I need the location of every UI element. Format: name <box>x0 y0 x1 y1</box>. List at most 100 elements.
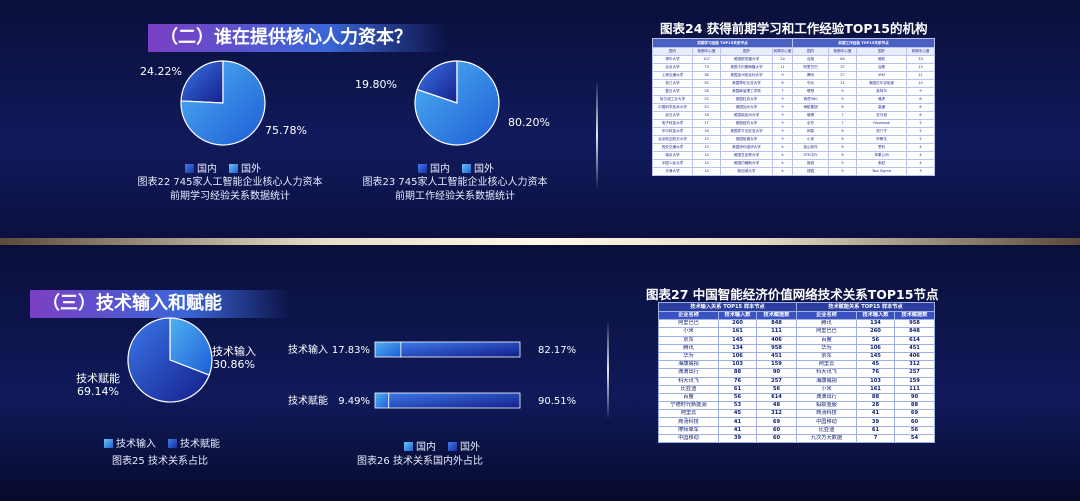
table-cell: 清华大学 <box>652 55 693 64</box>
table-row: 京东 145 406 百度 56 614 <box>658 335 935 345</box>
table-cell: 美国杜克大学 <box>720 95 773 104</box>
table-cell: 5 <box>828 159 858 168</box>
swatch-domestic <box>404 442 413 451</box>
table-cell: 京东 <box>796 351 857 362</box>
pie25-slice-enable <box>127 317 210 403</box>
table-cell: 哈尔滨工业大学 <box>652 95 693 104</box>
table-cell: 37 <box>828 63 858 72</box>
table-cell: 8 <box>906 95 936 104</box>
table-cell: 4 <box>771 143 794 152</box>
table-cell: 8 <box>828 103 858 112</box>
table-row: 阿里云 45 312 商汤科技 41 69 <box>658 409 935 419</box>
caption-23-line1: 图表23 745家人工智能企业核心人力资本 <box>362 177 548 188</box>
table-cell: 56 <box>756 384 797 394</box>
table-cell: 9 <box>828 87 858 96</box>
table-cell: 摩拜单车 <box>658 425 719 435</box>
table-cell: 41 <box>718 417 757 427</box>
table27-column-header: 企业名称 <box>658 310 719 321</box>
table-cell: 958 <box>894 319 935 329</box>
section-title-human-capital: （二）谁在提供核心人力资本？ <box>148 24 448 52</box>
table-cell: 15 <box>692 143 721 152</box>
pie-chart-22 <box>180 60 266 146</box>
bar26-bar-domestic <box>374 392 390 409</box>
table-cell: 60 <box>894 417 935 427</box>
table-cell: 16 <box>692 127 721 136</box>
table-cell: 45 <box>718 409 757 419</box>
legend-label-domestic: 国内 <box>197 164 217 175</box>
table-cell: 美国卡内基梅隆大学 <box>720 63 773 72</box>
table-cell: 14 <box>692 159 721 168</box>
table-row: 天津大学 14 新加坡大学 4 搜狐 5 Two Sigma 3 <box>652 167 936 176</box>
table27-column-header: 技术输入数 <box>856 310 895 321</box>
swatch-foreign <box>229 164 238 173</box>
pie25-label-input: 技术输入 30.86% <box>212 345 256 371</box>
table-cell: 中国移动 <box>658 433 719 444</box>
table-cell: 64 <box>828 55 858 64</box>
table-cell: 百度 <box>792 55 830 64</box>
table-cell: 15 <box>692 135 721 144</box>
table-cell: 6 <box>906 111 936 120</box>
table-cell: 39 <box>856 417 895 427</box>
pie-chart-25 <box>127 317 213 403</box>
caption-23-line2: 前期工作经验关系数据统计 <box>395 191 515 202</box>
table-cell: 腾讯 <box>658 343 719 353</box>
table-cell: 海康威视 <box>796 376 857 386</box>
table27-column-header: 企业名称 <box>796 310 857 321</box>
table-cell: 阿里巴巴 <box>658 319 719 329</box>
pie25-slice-input <box>169 317 213 376</box>
table-cell: 美国伊利诺伊大学 <box>720 143 773 152</box>
table-cell: 百度 <box>796 335 857 345</box>
table-cell: 海康威视 <box>658 360 719 370</box>
pie22-label-foreign: 75.78% <box>265 124 307 137</box>
table-cell: 搜狐 <box>792 167 830 176</box>
table-row: 复旦大学 28 美国麻省理工学院 7 联想 9 英特尔 9 <box>652 87 936 96</box>
table-cell: 中国科学技术大学 <box>652 103 693 112</box>
table-cell: 7 <box>856 433 895 444</box>
table-cell: 海航集团 <box>792 103 830 112</box>
table-cell: 60 <box>756 433 797 444</box>
table-cell: 甲骨文 <box>856 135 908 144</box>
table-cell: 奇虎360 <box>792 95 830 104</box>
table-cell: 54 <box>894 433 935 444</box>
pie22-slice-foreign <box>180 60 266 146</box>
table-cell: 6 <box>828 135 858 144</box>
table-cell: 958 <box>756 343 797 353</box>
table24-column-header: 前期中心度 <box>771 47 794 56</box>
table-cell: 260 <box>856 327 895 337</box>
table24-group-header: 前期工作经验 TOP15关系节点 <box>792 38 936 48</box>
table-cell: 24 <box>771 55 794 64</box>
pie23-label-foreign: 80.20% <box>508 116 550 129</box>
table-cell: 美国哈佛大学 <box>720 135 773 144</box>
legend-item-enable: 技术赋能 <box>168 435 220 450</box>
table-cell: 北京大学 <box>652 63 693 72</box>
bar26-category-label: 技术赋能 <box>288 394 328 407</box>
swatch-input <box>104 439 113 448</box>
table-cell: 复旦大学 <box>652 87 693 96</box>
table-cell: 阿里云 <box>796 360 857 370</box>
table-cell: 京东 <box>658 335 719 345</box>
bar26-bar-foreign <box>400 341 521 358</box>
pie25-label-enable-name: 技术赋能 <box>76 372 120 385</box>
swatch-foreign <box>448 442 457 451</box>
caption-22-line2: 前期学习经验关系数据统计 <box>170 191 290 202</box>
table-cell: 腾讯 <box>796 319 857 329</box>
table-cell: 索尼 <box>856 159 908 168</box>
table-cell: 69 <box>756 417 797 427</box>
table-cell: 451 <box>894 343 935 353</box>
table-cell: 406 <box>756 335 797 345</box>
pie25-label-input-name: 技术输入 <box>212 345 256 358</box>
table-cell: 6 <box>828 143 858 152</box>
swatch-enable <box>168 439 177 448</box>
table-cell: 美国芝加哥大学 <box>720 151 773 160</box>
table24-header-row: 国内 前期中心度 国外 前期中心度 国内 前期中心度 国外 前期中心度 <box>652 47 936 56</box>
table-cell: ZTE中兴 <box>792 151 830 160</box>
table-cell: 9 <box>771 71 794 80</box>
table-cell: 思科 <box>856 143 908 152</box>
table-cell: 56 <box>856 335 895 345</box>
table27-group-header: 技术赋能关系 TOP15 样本节点 <box>796 302 935 312</box>
table-cell: 7 <box>828 111 858 120</box>
table-cell: 111 <box>756 327 797 337</box>
bar26-bar-foreign <box>388 392 521 409</box>
legend-item-domestic: 国内 <box>185 160 217 175</box>
table-cell: 美国加州大学 <box>720 103 773 112</box>
